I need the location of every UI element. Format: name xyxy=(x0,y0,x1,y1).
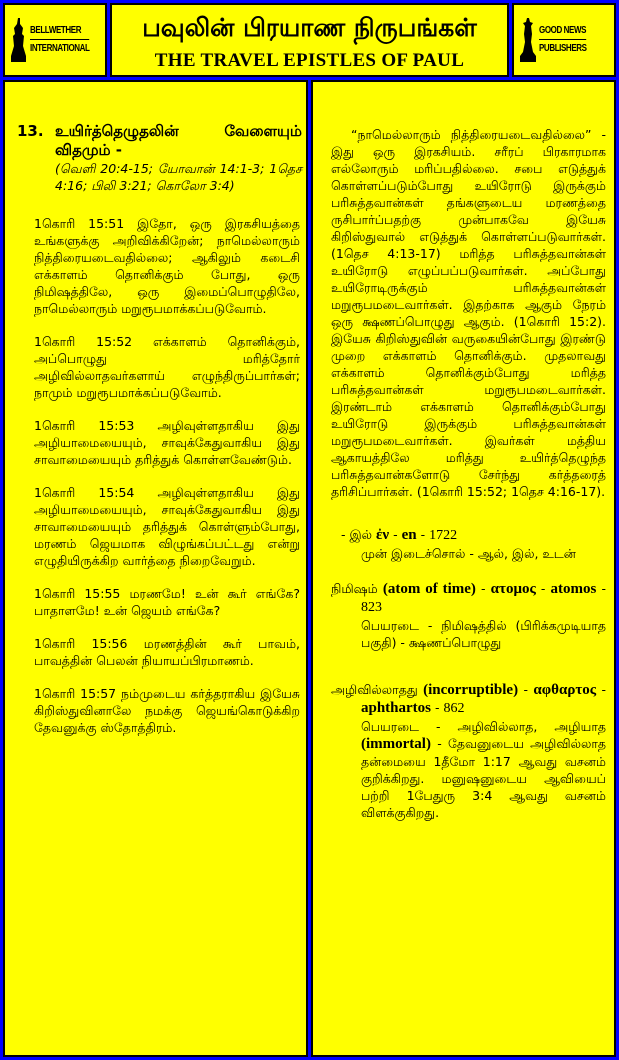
verse: 1கொரி 15:55 மரணமே! உன் கூர் எங்கே? பாதாள… xyxy=(34,586,300,618)
strongs-number: 823 xyxy=(361,600,382,615)
page-header: பவுலின் பிரயாண நிருபங்கள் THE TRAVEL EPI… xyxy=(110,3,509,77)
term-definition: முன் இடைச்சொல் - ஆல், இல், உடன் xyxy=(361,546,576,561)
statue-icon xyxy=(520,18,536,62)
verse: 1கொரி 15:56 மரணத்தின் கூர் பாவம், பாவத்த… xyxy=(34,636,300,668)
section-refs: (வெளி 20:4-15; யோவான் 14:1-3; 1தெச 4:16;… xyxy=(55,161,302,193)
term-tamil: - இல் xyxy=(341,527,373,542)
word-entry: நிமிஷம் (atom of time) - ατομος - atomos… xyxy=(331,581,606,650)
verse: 1கொரி 15:53 அழிவுள்ளதாகிய இது அழியாமையைய… xyxy=(34,418,300,467)
term-translit: en xyxy=(401,527,417,543)
term-greek: αφθαρτος xyxy=(533,682,597,698)
definition-english: (immortal) xyxy=(361,736,431,752)
verse: 1கொரி 15:51 இதோ, ஒரு இரகசியத்தை உங்களுக்… xyxy=(34,216,300,316)
definition-text: பெயரடை - அழிவில்லாத, அழியாத xyxy=(361,719,606,734)
logo-line2: INTERNATIONAL xyxy=(30,43,90,54)
logo-line2: PUBLISHERS xyxy=(539,43,587,54)
word-entry: - இல் ἐν - en - 1722 முன் இடைச்சொல் - ஆல… xyxy=(331,526,606,562)
verse: 1கொரி 15:57 நம்முடைய கர்த்தராகிய இயேசு க… xyxy=(34,686,300,735)
verse: 1கொரி 15:54 அழிவுள்ளதாகிய இது அழியாமையைய… xyxy=(34,485,300,568)
verse: 1கொரி 15:52 எக்காளம் தொனிக்கும், அப்பொழு… xyxy=(34,334,300,400)
logo-line1: BELLWETHER xyxy=(30,25,90,40)
definition-text: - தேவனுடைய அழிவில்லாத தன்மையை 1தீமோ 1:17… xyxy=(361,736,606,820)
good-news-logo: GOOD NEWS PUBLISHERS xyxy=(512,3,616,77)
term-translit: aphthartos xyxy=(361,700,432,716)
term-greek: ἐν xyxy=(376,527,390,543)
term-tamil: நிமிஷம் xyxy=(331,581,378,596)
verse-list: 1கொரி 15:51 இதோ, ஒரு இரகசியத்தை உங்களுக்… xyxy=(34,215,300,752)
right-column: “நாமெல்லாரும் நித்திரையடைவதில்லை” - இது … xyxy=(311,80,616,1057)
term-english: (atom of time) xyxy=(382,581,476,597)
term-english: (incorruptible) xyxy=(423,682,519,698)
title-tamil: பவுலின் பிரயாண நிருபங்கள் xyxy=(142,13,477,42)
commentary: “நாமெல்லாரும் நித்திரையடைவதில்லை” - இது … xyxy=(331,127,606,499)
left-column: 13. உயிர்த்தெழுதலின் வேளையும் விதமும் - … xyxy=(3,80,308,1057)
title-english: THE TRAVEL EPISTLES OF PAUL xyxy=(154,50,465,71)
bell-tower-icon xyxy=(11,18,26,62)
term-tamil: அழிவில்லாதது xyxy=(331,682,418,697)
word-entry: அழிவில்லாதது (incorruptible) - αφθαρτος … xyxy=(331,682,606,821)
strongs-number: 862 xyxy=(443,701,465,716)
section-title: உயிர்த்தெழுதலின் வேளையும் விதமும் - xyxy=(55,122,302,159)
section-heading: 13. உயிர்த்தெழுதலின் வேளையும் விதமும் - … xyxy=(17,122,302,194)
term-greek: ατομος xyxy=(490,581,536,597)
section-number: 13. xyxy=(17,122,44,140)
logo-line1: GOOD NEWS xyxy=(539,25,587,40)
strongs-number: 1722 xyxy=(429,528,458,543)
term-translit: atomos xyxy=(550,581,597,597)
term-definition: பெயரடை - அழிவில்லாத, அழியாத (immortal) -… xyxy=(331,718,606,821)
term-definition: பெயரடை - நிமிஷத்தில் (பிரிக்கமுடியாத பகு… xyxy=(361,618,606,650)
bellwether-logo: BELLWETHER INTERNATIONAL xyxy=(3,3,107,77)
